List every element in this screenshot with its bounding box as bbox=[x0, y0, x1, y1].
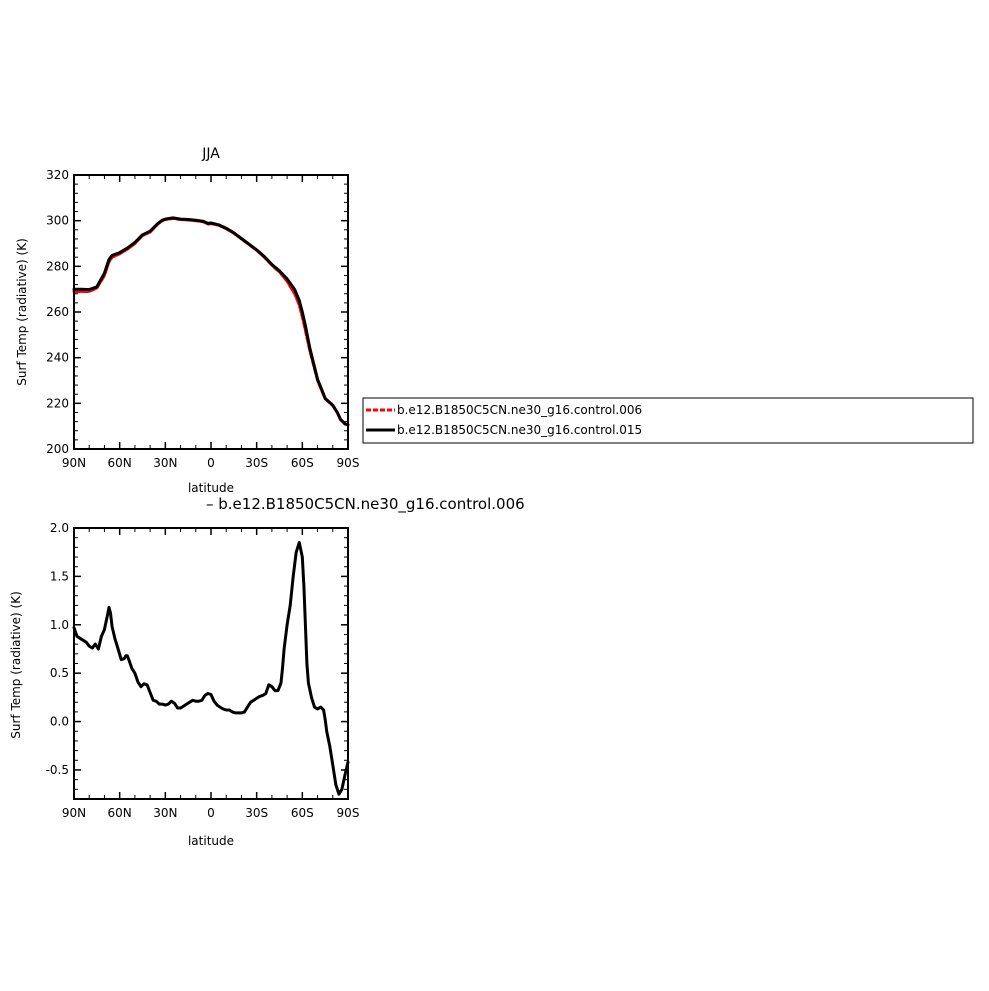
legend-box bbox=[362, 397, 974, 444]
legend-label-series-2: b.e12.B1850C5CN.ne30_g16.control.015 bbox=[397, 423, 642, 437]
top-series-line-1 bbox=[72, 216, 350, 427]
bottom-x-tick-label: 60S bbox=[291, 806, 314, 820]
bottom-y-tick-label: 0.0 bbox=[50, 715, 69, 729]
bottom-x-tick-label: 30N bbox=[153, 806, 177, 820]
top-y-axis-title: Surf Temp (radiative) (K) bbox=[15, 238, 29, 386]
top-plot-frame bbox=[73, 174, 349, 450]
bottom-panel: – b.e12.B1850C5CN.ne30_g16.control.006 9… bbox=[9, 495, 525, 848]
top-series-line-2 bbox=[72, 216, 350, 427]
bottom-x-tick-label: 90N bbox=[62, 806, 86, 820]
bottom-y-tick-label: -0.5 bbox=[46, 763, 69, 777]
top-y-tick-label: 240 bbox=[46, 351, 69, 365]
top-y-tick-label: 220 bbox=[46, 396, 69, 410]
top-x-tick-label: 90S bbox=[337, 456, 360, 470]
bottom-series-group bbox=[72, 541, 350, 796]
bottom-tick-group: 90N 60N 30N 0 30S 60S 90S -0.5 0.0 0.5 1.0 1.5 2.0 bbox=[46, 521, 360, 820]
top-y-tick-label: 320 bbox=[46, 168, 69, 182]
bottom-chart-title: – b.e12.B1850C5CN.ne30_g16.control.006 bbox=[206, 495, 525, 514]
top-x-tick-label: 60S bbox=[291, 456, 314, 470]
bottom-y-tick-label: 2.0 bbox=[50, 521, 69, 535]
bottom-x-tick-label: 90S bbox=[337, 806, 360, 820]
top-panel: JJA 90N 60N 30N 0 30S 60S 90S 200 220 240 260 280 30… bbox=[15, 146, 359, 495]
bottom-y-tick-label: 1.5 bbox=[50, 569, 69, 583]
top-x-tick-label: 30S bbox=[245, 456, 268, 470]
bottom-x-tick-label: 60N bbox=[108, 806, 132, 820]
top-y-tick-label: 260 bbox=[46, 305, 69, 319]
bottom-x-axis-title: latitude bbox=[188, 834, 234, 848]
top-y-tick-label: 300 bbox=[46, 214, 69, 228]
top-chart-title: JJA bbox=[201, 146, 220, 162]
bottom-y-tick-label: 1.0 bbox=[50, 618, 69, 632]
top-x-tick-label: 0 bbox=[207, 456, 215, 470]
legend-label-series-1: b.e12.B1850C5CN.ne30_g16.control.006 bbox=[397, 403, 642, 417]
top-x-tick-label: 60N bbox=[108, 456, 132, 470]
top-y-tick-label: 200 bbox=[46, 442, 69, 456]
bottom-series-line-1 bbox=[72, 541, 350, 796]
top-series-group bbox=[72, 216, 350, 427]
top-x-tick-label: 30N bbox=[153, 456, 177, 470]
bottom-y-axis-title: Surf Temp (radiative) (K) bbox=[9, 591, 23, 739]
legend: b.e12.B1850C5CN.ne30_g16.control.006 b.e… bbox=[362, 397, 974, 444]
top-x-axis-title: latitude bbox=[188, 481, 234, 495]
top-y-tick-label: 280 bbox=[46, 259, 69, 273]
bottom-x-tick-label: 30S bbox=[245, 806, 268, 820]
top-x-tick-label: 90N bbox=[62, 456, 86, 470]
bottom-y-tick-label: 0.5 bbox=[50, 666, 69, 680]
bottom-x-tick-label: 0 bbox=[207, 806, 215, 820]
top-tick-group: 90N 60N 30N 0 30S 60S 90S 200 220 240 260 280 300 320 bbox=[46, 168, 359, 470]
